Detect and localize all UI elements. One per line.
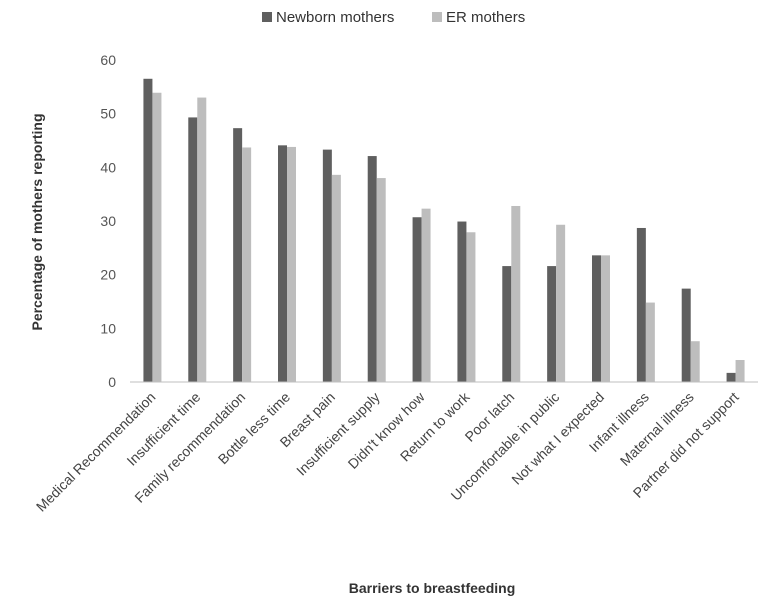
bar-er-4 (331, 174, 341, 382)
y-tick-label-0: 0 (108, 374, 116, 390)
bar-newborn-13 (726, 372, 736, 382)
bar-newborn-11 (636, 227, 646, 382)
legend-label-er: ER mothers (446, 9, 525, 26)
bar-newborn-12 (681, 288, 691, 382)
legend-label-newborn: Newborn mothers (276, 9, 394, 26)
y-tick-label-50: 50 (100, 106, 116, 122)
bar-newborn-4 (322, 149, 332, 382)
y-tick-label-20: 20 (100, 267, 116, 283)
bar-newborn-2 (233, 128, 243, 382)
legend-swatch-er (432, 12, 442, 22)
bar-newborn-8 (502, 266, 512, 382)
x-tick-label: Didn't know how (345, 388, 429, 472)
bar-newborn-1 (188, 117, 198, 382)
y-axis-title: Percentage of mothers reporting (29, 113, 45, 330)
bar-newborn-5 (367, 156, 377, 382)
bar-newborn-6 (412, 217, 422, 382)
bar-er-0 (152, 92, 162, 382)
bar-er-10 (601, 255, 610, 382)
bar-er-2 (242, 147, 252, 382)
bar-er-12 (690, 341, 700, 382)
bar-er-9 (556, 224, 566, 382)
bar-er-11 (645, 302, 655, 382)
legend-swatch-newborn (262, 12, 272, 22)
bar-newborn-7 (457, 221, 467, 382)
y-axis-ticks: 0 10 20 30 40 50 60 (100, 52, 116, 390)
y-tick-label-10: 10 (100, 320, 116, 336)
legend: Newborn mothers ER mothers (262, 9, 525, 26)
bar-newborn-0 (143, 78, 153, 383)
bar-er-7 (466, 232, 476, 382)
bar-er-13 (735, 359, 745, 382)
x-axis-title: Barriers to breastfeeding (349, 580, 516, 596)
y-tick-label-60: 60 (100, 52, 116, 68)
x-tick-label: Insufficient supply (293, 389, 383, 479)
bar-er-3 (287, 146, 296, 382)
bar-er-5 (376, 178, 386, 382)
y-tick-label-30: 30 (100, 213, 116, 229)
bar-er-1 (197, 97, 207, 383)
y-tick-label-40: 40 (100, 159, 116, 175)
bars (143, 78, 745, 383)
bar-newborn-9 (547, 266, 557, 382)
bar-newborn-10 (592, 255, 601, 382)
bar-er-8 (511, 205, 521, 382)
bar-er-6 (421, 208, 431, 382)
bar-newborn-3 (278, 145, 287, 382)
